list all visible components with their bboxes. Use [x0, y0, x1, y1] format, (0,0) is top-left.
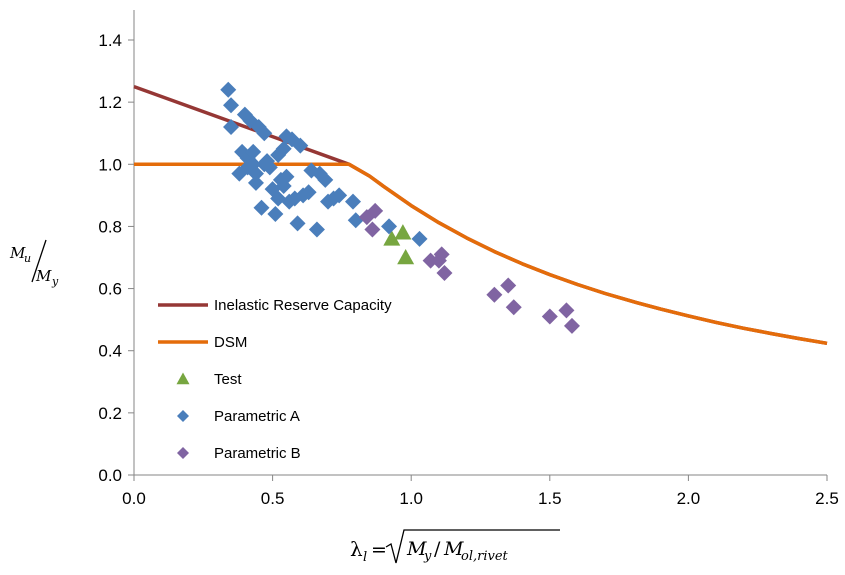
series-line-dsm	[134, 162, 828, 346]
data-point-parametric-b	[436, 265, 453, 282]
data-point-parametric-a	[289, 215, 306, 232]
y-tick-label: 0.0	[98, 466, 122, 485]
data-point-parametric-a	[275, 140, 292, 157]
data-point-parametric-b	[500, 277, 517, 294]
y-tick-label: 1.0	[98, 155, 122, 174]
legend-label-inelastic-reserve-capacity: Inelastic Reserve Capacity	[214, 297, 392, 314]
y-tick-label: 0.8	[98, 217, 122, 236]
xlabel-m2: M	[443, 538, 464, 560]
xlabel-lambda-sub: l	[363, 550, 367, 565]
x-tick-label: 1.5	[538, 489, 562, 508]
y-tick-label: 1.2	[98, 93, 122, 112]
series-layer	[133, 81, 828, 346]
legend-label-dsm: DSM	[214, 334, 247, 351]
legend-label-test: Test	[214, 371, 242, 388]
plot-area: 0.0 0.5 1.0 1.5 2.0 2.5 0.0 0.2 0.4 0.6 0.8 1.0 1.2…	[98, 10, 839, 508]
data-point-parametric-a	[292, 137, 309, 154]
series-test	[383, 224, 415, 265]
data-point-parametric-b	[486, 286, 503, 303]
data-point-parametric-a	[381, 218, 398, 235]
data-point-parametric-a	[278, 168, 295, 185]
data-point-parametric-a	[308, 221, 325, 238]
data-point-parametric-a	[411, 230, 428, 247]
ylabel-den-sub: y	[51, 275, 59, 288]
xlabel-slash: /	[434, 538, 441, 560]
y-tick-label: 0.2	[98, 404, 122, 423]
xlabel-m1-sub: y	[423, 549, 432, 564]
data-point-parametric-a	[223, 97, 240, 114]
data-point-parametric-a	[220, 81, 237, 98]
legend-label-parametric-b: Parametric B	[214, 445, 301, 462]
data-point-parametric-b	[433, 246, 450, 263]
data-point-parametric-a	[256, 125, 273, 142]
ylabel-fraction-slash	[31, 239, 47, 283]
ylabel-den: M	[35, 267, 52, 285]
legend-label-parametric-a: Parametric A	[214, 408, 300, 425]
legend-swatch-parametric-b	[177, 447, 189, 459]
data-point-test	[383, 230, 401, 246]
data-point-parametric-b	[563, 317, 580, 334]
x-tick-label: 2.0	[677, 489, 701, 508]
data-point-parametric-a	[242, 112, 259, 129]
data-point-parametric-a	[331, 187, 348, 204]
data-point-parametric-a	[344, 193, 361, 210]
data-point-parametric-b	[367, 202, 384, 219]
legend-swatch-test	[176, 372, 190, 385]
data-point-parametric-a	[253, 199, 270, 216]
series-parametric-a	[220, 81, 428, 247]
xlabel-lambda: λ	[350, 537, 363, 561]
data-point-parametric-b	[541, 308, 558, 325]
series-parametric-b	[358, 202, 580, 334]
x-axis-label: λ l = M y / M ol,rivet	[350, 529, 560, 565]
data-point-parametric-a	[245, 143, 262, 160]
x-tick-label: 2.5	[815, 489, 839, 508]
xlabel-m1: M	[406, 538, 427, 560]
data-point-test	[397, 249, 415, 265]
y-axis-label: M u M y	[9, 239, 59, 288]
legend: Inelastic Reserve Capacity DSM Test Paramet…	[158, 297, 392, 462]
x-tick-label: 1.0	[399, 489, 423, 508]
xlabel-m2-sub: ol,rivet	[461, 549, 509, 564]
data-point-parametric-b	[505, 299, 522, 316]
ylabel-num: M	[9, 244, 26, 262]
data-point-parametric-b	[422, 252, 439, 269]
data-point-parametric-a	[247, 165, 264, 182]
legend-swatch-parametric-a	[177, 410, 189, 422]
x-tick-label: 0.0	[122, 489, 146, 508]
x-tick-label: 0.5	[261, 489, 285, 508]
data-point-parametric-a	[317, 171, 334, 188]
y-tick-label: 0.6	[98, 280, 122, 299]
ylabel-num-sub: u	[24, 252, 31, 265]
data-point-parametric-a	[223, 119, 240, 135]
xlabel-sqrt-sign	[385, 529, 560, 564]
y-axis-ticks: 0.0 0.2 0.4 0.6 0.8 1.0 1.2 1.4	[98, 31, 134, 485]
data-point-parametric-a	[245, 156, 262, 173]
data-point-parametric-a	[300, 184, 317, 201]
data-point-parametric-b	[558, 302, 575, 319]
y-tick-label: 0.4	[98, 342, 122, 361]
xlabel-eq: =	[371, 539, 387, 561]
data-point-parametric-b	[364, 221, 381, 238]
data-point-parametric-a	[247, 174, 264, 191]
x-axis-ticks: 0.0 0.5 1.0 1.5 2.0 2.5	[122, 475, 839, 508]
data-point-parametric-a	[267, 206, 284, 222]
y-tick-label: 1.4	[98, 31, 122, 50]
data-point-test	[394, 224, 412, 240]
data-point-parametric-a	[261, 159, 278, 176]
